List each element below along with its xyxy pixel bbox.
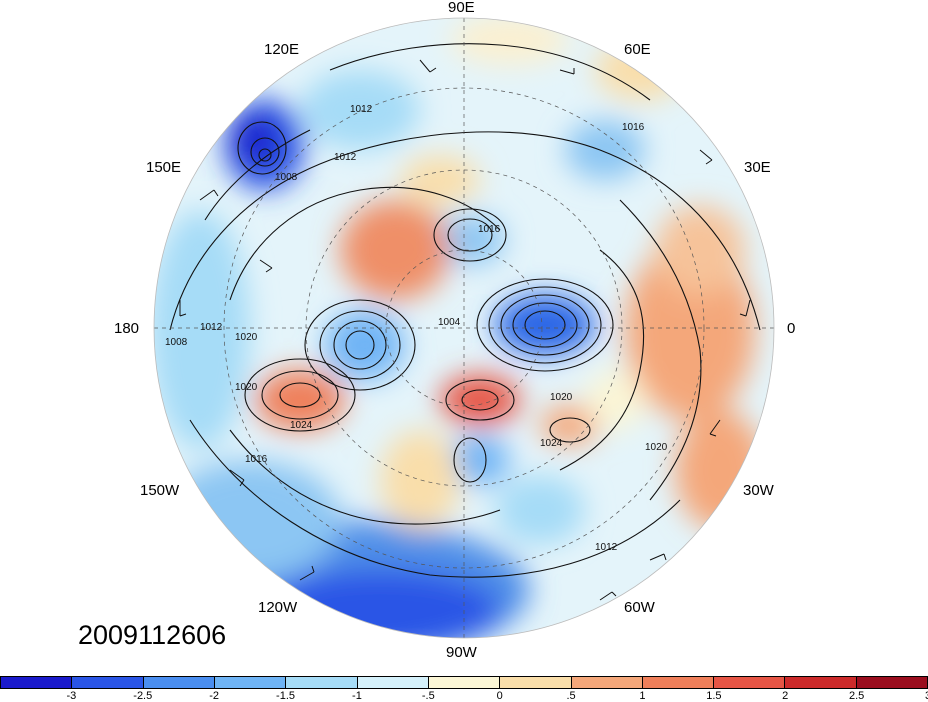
colorbar-swatch	[642, 677, 715, 688]
colorbar	[0, 676, 928, 689]
colorbar-swatch	[428, 677, 501, 688]
lon-label-120w: 120W	[258, 599, 298, 616]
colorbar-swatch	[214, 677, 287, 688]
contour-label: 1016	[245, 454, 268, 465]
contour-label: 1012	[334, 152, 357, 163]
colorbar-tick-label: .5	[566, 690, 576, 702]
colorbar-tick-label: -2	[209, 690, 220, 702]
contour-label: 1008	[275, 172, 298, 183]
colorbar-swatch	[72, 677, 144, 688]
contour-label: 1012	[595, 542, 618, 553]
lon-label-90e: 90E	[448, 0, 475, 16]
contour-label: 1024	[540, 438, 563, 449]
contour-label: 1012	[350, 104, 373, 115]
lon-label-60e: 60E	[624, 41, 651, 58]
contour-label: 1020	[235, 332, 258, 343]
colorbar-swatch	[785, 677, 857, 688]
colorbar-tick-label: -2.5	[133, 690, 153, 702]
colorbar-swatch	[571, 677, 643, 688]
colorbar-swatch	[856, 677, 928, 688]
contour-label: 1004	[438, 317, 461, 328]
colorbar-tick-label: 2.5	[848, 690, 865, 702]
map-boundary	[153, 17, 775, 639]
lon-label-120e: 120E	[264, 41, 300, 58]
wind-barbs	[179, 59, 751, 601]
contour-label-group: 1012 1016 1008 1012 1016 1020 1024 1020 …	[165, 104, 668, 553]
contour-label: 1008	[165, 337, 188, 348]
lon-label-180: 180	[114, 320, 140, 337]
contour-label: 1016	[478, 224, 501, 235]
colorbar-swatch	[714, 677, 786, 688]
contour-label: 1016	[622, 122, 645, 133]
contour-label: 1012	[200, 322, 223, 333]
colorbar-swatch	[1, 677, 73, 688]
colorbar-swatch	[357, 677, 429, 688]
lon-label-90w: 90W	[446, 644, 477, 661]
colorbar-tick-label: 1	[639, 690, 646, 702]
colorbar-swatch	[143, 677, 215, 688]
contour-label: 1024	[290, 420, 313, 431]
contour-label: 1020	[645, 442, 668, 453]
timestamp-label: 2009112606	[78, 620, 227, 650]
colorbar-tick-label: -1	[352, 690, 362, 702]
colorbar-tick-label: 1.5	[706, 690, 722, 702]
isobar-contours	[169, 43, 761, 578]
lon-label-0: 0	[787, 320, 796, 337]
colorbar-tick-label: 2	[782, 690, 789, 702]
colorbar-tick-label: -1.5	[276, 690, 296, 702]
anomaly-shading: 1012 1016 1008 1012 1016 1020 1024 1020 …	[154, 18, 774, 638]
contour-label: 1020	[235, 382, 258, 393]
graticule	[154, 18, 774, 638]
colorbar-swatch	[500, 677, 572, 688]
colorbar-tick-label: 3	[925, 690, 928, 702]
lon-label-30w: 30W	[743, 482, 774, 499]
lon-label-150e: 150E	[146, 159, 182, 176]
contour-label: 1020	[550, 392, 573, 403]
lon-label-150w: 150W	[140, 482, 180, 499]
lon-label-30e: 30E	[744, 159, 771, 176]
colorbar-tick-label: -.5	[421, 690, 435, 702]
lon-label-60w: 60W	[624, 599, 655, 616]
colorbar-tick-label: -3	[66, 690, 77, 702]
colorbar-swatch	[286, 677, 358, 688]
colorbar-tick-label: 0	[496, 690, 503, 702]
